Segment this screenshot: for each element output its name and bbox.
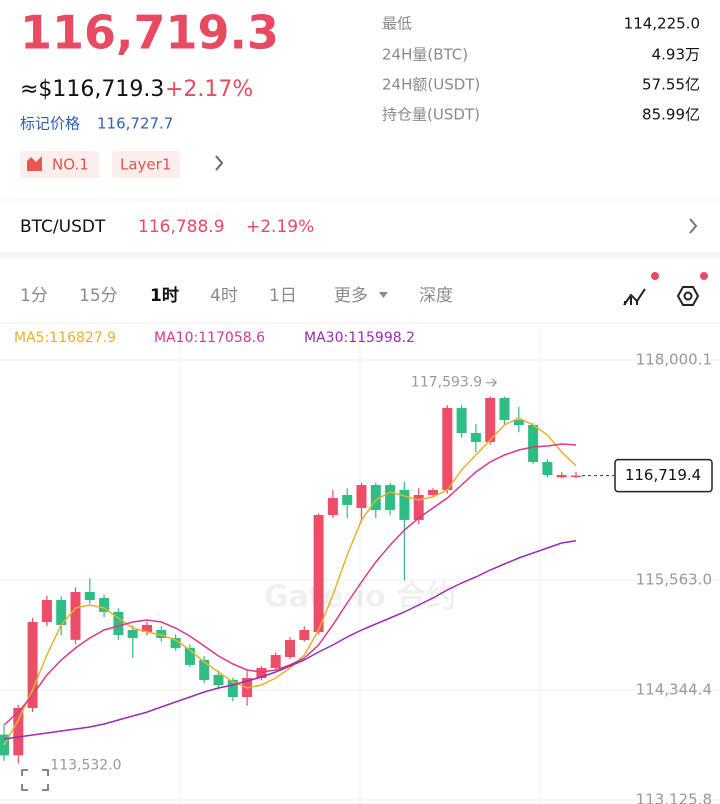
mark-price: 116,727.7 [97, 115, 173, 133]
candle-body [342, 494, 353, 505]
ma-line [3, 443, 577, 726]
candle-body [442, 408, 453, 490]
chart-frame [179, 330, 541, 804]
candle-body [528, 425, 539, 463]
candle-body [456, 408, 467, 434]
chevron[interactable] [215, 155, 224, 171]
candle-body [470, 433, 481, 442]
tab-active[interactable]: 1时 [150, 286, 179, 306]
tab[interactable]: 4时 [210, 286, 238, 306]
candle-body [385, 485, 396, 511]
tab[interactable]: 更多 [334, 286, 368, 306]
high-label: 117,593.9 [411, 375, 482, 391]
candle-body [41, 600, 52, 622]
stats: 最低 114,225.0 24H量(BTC) 4.93万 24H额(USDT) … [382, 15, 700, 124]
dropdown-icon [379, 292, 388, 298]
candle-body [156, 630, 167, 639]
candle-body [99, 598, 110, 612]
stat-value: 57.55亿 [642, 76, 700, 94]
candle-body [213, 674, 224, 685]
chevron[interactable] [689, 218, 698, 234]
stat-label: 最低 [382, 15, 412, 33]
tag[interactable]: Layer1 [120, 156, 171, 174]
candle-body [27, 621, 38, 708]
stat-value: 4.93万 [652, 46, 700, 64]
legend-entry: MA30:115998.2 [304, 330, 415, 346]
candle-body [256, 668, 267, 679]
candle-body [227, 680, 238, 697]
ma-line [3, 539, 577, 740]
ticker-change: +2.19% [246, 217, 314, 237]
high-arrow [486, 378, 498, 388]
tab[interactable]: 1日 [269, 286, 297, 306]
y-tick-label: 115,563.0 [636, 570, 712, 588]
ma-line [3, 417, 577, 746]
stat-label: 持仓量(USDT) [382, 106, 480, 124]
candle-body [170, 638, 181, 648]
candle-body [499, 398, 510, 421]
tag-bg [20, 151, 99, 178]
price: 116,719.3 [20, 6, 279, 60]
tag[interactable]: NO.1 [52, 156, 89, 174]
stat-value: 114,225.0 [624, 15, 700, 33]
chart: 118,000.1 115,563.0 114,344.4 113,125.8 MA5:… [0, 330, 720, 804]
y-tick-label: 118,000.1 [636, 350, 712, 368]
legend-entry: MA10:117058.6 [154, 330, 265, 346]
candle-body [270, 655, 281, 669]
tab[interactable]: 深度 [419, 286, 453, 306]
tab[interactable]: 15分 [79, 286, 118, 306]
pair[interactable]: BTC/USDT [20, 217, 106, 237]
candle-body [127, 630, 138, 639]
stat-value: 85.99亿 [642, 106, 700, 124]
badge [651, 272, 659, 280]
candle-body [84, 592, 95, 601]
candle-body [313, 514, 324, 632]
settings-icon[interactable] [676, 286, 700, 306]
candle-body [13, 707, 24, 756]
candle-body [399, 489, 410, 520]
tag-bg [112, 151, 180, 178]
candle-body [285, 640, 295, 657]
tag-icon [27, 156, 42, 171]
tab[interactable]: 1分 [20, 286, 48, 306]
candle-body [142, 624, 152, 632]
candle-body [327, 498, 338, 515]
candle-body [370, 485, 381, 511]
candle-body [413, 494, 424, 520]
stat-label: 24H量(BTC) [382, 46, 468, 64]
candle-body [184, 647, 195, 665]
badge [700, 272, 708, 280]
candle-body [556, 475, 567, 478]
candle-body [56, 600, 67, 625]
change: +2.17% [165, 77, 253, 102]
settings-icon-dot [683, 291, 693, 301]
candle-body [485, 398, 496, 442]
candle-body [428, 489, 438, 495]
separator [0, 252, 720, 258]
expand-icon[interactable] [21, 769, 49, 791]
candle-body [299, 630, 310, 641]
mark-label: 标记价格 [20, 115, 80, 133]
last-price-box [614, 458, 713, 493]
candle-body [571, 475, 581, 478]
last-price-label: 116,719.4 [625, 466, 701, 484]
y-tick-label: 113,125.8 [636, 791, 712, 804]
stat-label: 24H额(USDT) [382, 76, 480, 94]
y-tick-label: 114,344.4 [636, 680, 712, 698]
candle-body [356, 485, 367, 508]
ticker-price: 116,788.9 [138, 217, 225, 237]
legend-entry: MA5:116827.9 [14, 330, 116, 346]
candle-body [113, 611, 124, 635]
candle-body [199, 659, 210, 681]
candle-body [542, 462, 553, 476]
usd-price: ≈$116,719.3 [20, 77, 164, 102]
indicator-icon[interactable] [623, 288, 646, 306]
low-label: 113,532.0 [50, 757, 121, 773]
candle-body [70, 592, 81, 640]
candle-body [513, 420, 524, 426]
